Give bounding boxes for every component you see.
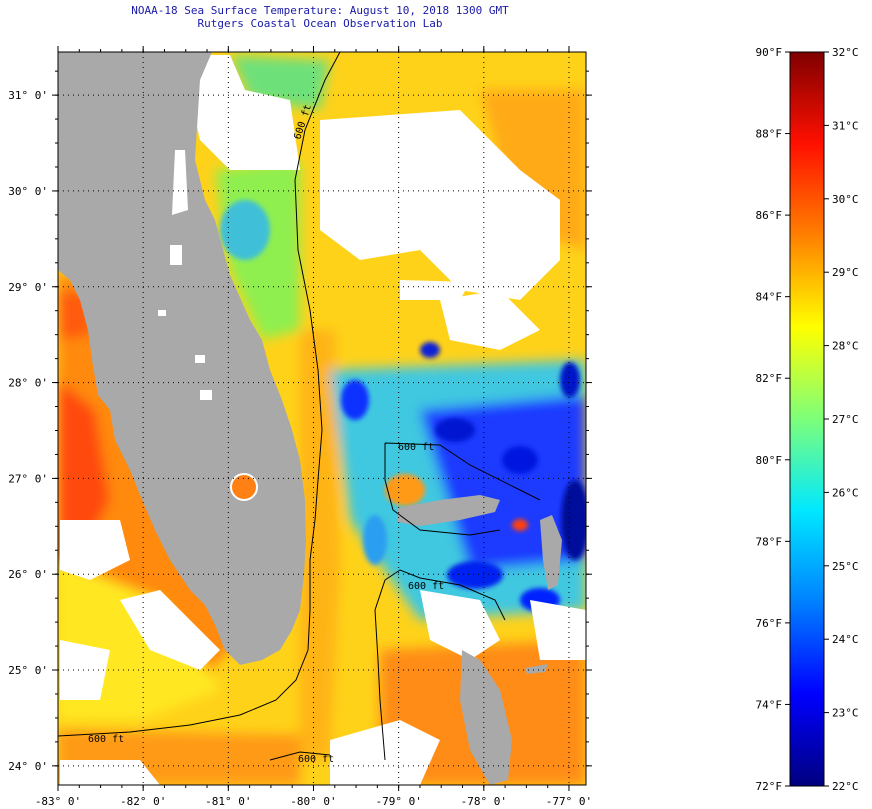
map-border <box>57 51 587 786</box>
gulf-hot-region <box>58 380 110 560</box>
cold-eddy-5 <box>561 480 586 560</box>
florida-land <box>58 52 306 665</box>
inland-lake-2 <box>195 355 205 363</box>
contour-bahamas-south <box>374 569 506 761</box>
colorbar-c-label: 26°C <box>832 486 859 499</box>
grand-bahama-land <box>398 495 500 526</box>
cloud-northeast <box>320 110 560 300</box>
inland-lake-5 <box>172 150 188 215</box>
lat-tick-label: 29° 0' <box>8 281 48 294</box>
cloud-south-2 <box>420 590 500 660</box>
inland-lake-3 <box>200 390 212 400</box>
sst-detail <box>220 200 586 612</box>
cloud-gulf-2 <box>120 590 220 670</box>
colorbar-c-label: 22°C <box>832 780 859 793</box>
andros-land <box>460 650 512 785</box>
colorbar-f-label: 76°F <box>756 617 783 630</box>
warm-eddy-1 <box>385 474 425 506</box>
cold-eddy-2 <box>420 342 440 358</box>
cloud-gulf-1 <box>60 520 130 580</box>
axis-ticks <box>52 46 592 791</box>
colorbar: 90°F 88°F 86°F 84°F 82°F 80°F 78°F 76°F 74°F 72°F… <box>756 46 859 793</box>
axis-labels: -83° 0' -82° 0' -81° 0' -80° 0' -79° 0' -78° … <box>8 89 592 808</box>
colorbar-c-label: 30°C <box>832 193 859 206</box>
lat-tick-label: 25° 0' <box>8 664 48 677</box>
colorbar-f-label: 90°F <box>756 46 783 59</box>
contour-lines <box>58 52 541 761</box>
contour-bahamas-north <box>384 442 541 536</box>
lat-tick-label: 28° 0' <box>8 377 48 390</box>
colorbar-f-label: 82°F <box>756 372 783 385</box>
colorbar-f-label: 86°F <box>756 209 783 222</box>
inland-lake-4 <box>158 310 166 316</box>
cloud-east-strip <box>440 290 540 350</box>
contour-label-bahamas-s: 600 ft <box>408 581 444 592</box>
gulf-stream-core <box>300 330 340 760</box>
lon-tick-label: -83° 0' <box>35 795 81 808</box>
contour-label-west: 600 ft <box>88 734 124 745</box>
contour-keys <box>269 751 331 761</box>
colorbar-labels: 90°F 88°F 86°F 84°F 82°F 80°F 78°F 76°F 74°F 72°F… <box>756 46 859 793</box>
colorbar-c-label: 23°C <box>832 707 859 720</box>
lon-tick-label: -79° 0' <box>375 795 421 808</box>
colorbar-c-label: 28°C <box>832 340 859 353</box>
contour-label-bahamas-n: 600 ft <box>398 442 434 453</box>
lon-tick-label: -77° 0' <box>546 795 592 808</box>
cloud-masks <box>60 55 586 785</box>
abaco-land <box>540 515 562 590</box>
cool-patch-1 <box>220 200 270 260</box>
cloud-gulf-3 <box>60 640 110 700</box>
contour-atlantic-shelf <box>58 52 341 737</box>
cloud-bahamas-e <box>530 600 586 660</box>
cold-eddy-8 <box>560 362 580 398</box>
cloud-north <box>190 55 300 170</box>
colorbar-gradient <box>789 51 825 787</box>
cold-eddy-3 <box>435 418 475 442</box>
colorbar-f-label: 78°F <box>756 535 783 548</box>
lon-tick-label: -80° 0' <box>290 795 336 808</box>
inland-lake-1 <box>170 245 182 265</box>
colorbar-f-label: 74°F <box>756 698 783 711</box>
lat-tick-label: 24° 0' <box>8 760 48 773</box>
colorbar-f-label: 84°F <box>756 291 783 304</box>
lake-okeechobee <box>230 473 258 501</box>
cloud-north-strip <box>400 280 470 300</box>
lon-tick-label: -78° 0' <box>461 795 507 808</box>
map-panel: 600 ft 600 ft 600 ft 600 ft 600 ft <box>58 52 586 785</box>
cloud-south-1 <box>330 720 440 785</box>
lat-tick-label: 31° 0' <box>8 89 48 102</box>
cool-patch-2 <box>363 515 387 565</box>
lon-tick-label: -82° 0' <box>120 795 166 808</box>
cold-eddy-1 <box>341 380 369 420</box>
graticule <box>58 52 586 785</box>
map-title: NOAA-18 Sea Surface Temperature: August … <box>131 4 509 17</box>
lat-tick-label: 26° 0' <box>8 568 48 581</box>
colorbar-c-label: 32°C <box>832 46 859 59</box>
cold-eddy-4 <box>502 446 538 474</box>
colorbar-c-label: 24°C <box>832 633 859 646</box>
cold-eddy-6 <box>447 561 503 589</box>
colorbar-c-label: 31°C <box>832 119 859 132</box>
colorbar-f-label: 80°F <box>756 454 783 467</box>
contour-label-south: 600 ft <box>298 754 334 765</box>
colorbar-f-label: 72°F <box>756 780 783 793</box>
lon-tick-label: -81° 0' <box>205 795 251 808</box>
lat-tick-label: 27° 0' <box>8 472 48 485</box>
colorbar-c-label: 27°C <box>832 413 859 426</box>
small-island <box>525 664 548 674</box>
colorbar-c-label: 29°C <box>832 266 859 279</box>
warm-eddy-2 <box>512 519 528 531</box>
cloud-keys <box>60 760 160 785</box>
lat-tick-label: 30° 0' <box>8 185 48 198</box>
colorbar-c-label: 25°C <box>832 560 859 573</box>
colorbar-f-label: 88°F <box>756 128 783 141</box>
map-subtitle: Rutgers Coastal Ocean Observation Lab <box>197 17 443 30</box>
